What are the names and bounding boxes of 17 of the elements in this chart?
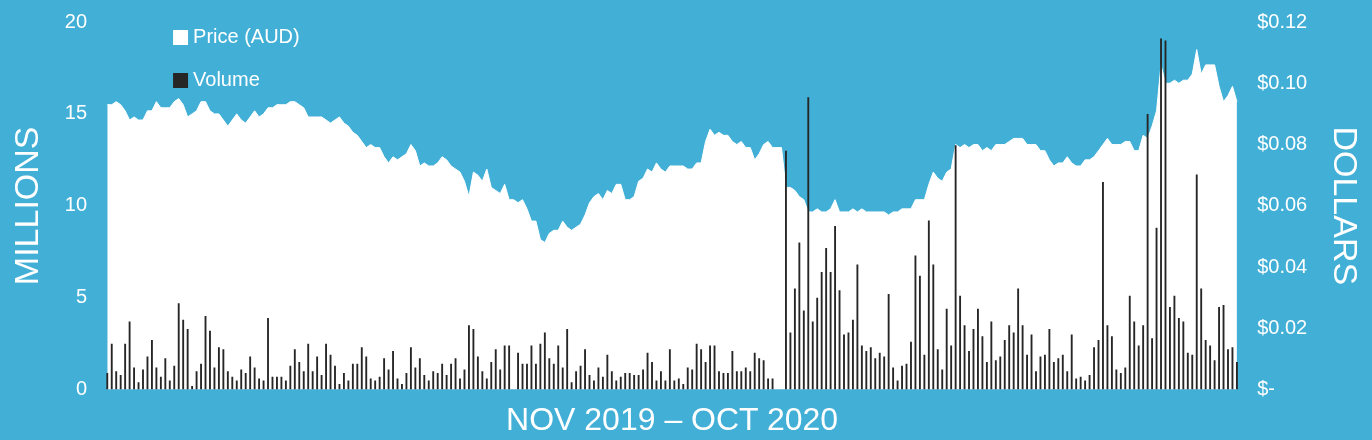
legend-label: Volume xyxy=(193,67,260,90)
y2-axis-title: DOLLARS xyxy=(1327,126,1366,286)
y-tick-label: 0 xyxy=(75,377,88,400)
y2-tick-label: $0.10 xyxy=(1257,70,1308,93)
y2-tick-label: $- xyxy=(1257,377,1275,400)
y2-tick-label: $0.04 xyxy=(1257,254,1308,277)
y2-tick-label: $0.12 xyxy=(1257,9,1308,32)
y-tick-label: 10 xyxy=(64,193,88,216)
legend-label: Price (AUD) xyxy=(193,24,300,47)
y-axis-title: MILLIONS xyxy=(6,126,45,286)
x-axis-title: NOV 2019 – OCT 2020 xyxy=(506,400,839,437)
y2-tick-label: $0.08 xyxy=(1257,132,1308,155)
y-tick-label: 5 xyxy=(75,285,88,308)
y2-tick-label: $0.06 xyxy=(1257,193,1308,216)
y2-tick-label: $0.02 xyxy=(1257,315,1308,338)
y-tick-label: 15 xyxy=(64,101,88,124)
y-tick-label: 20 xyxy=(64,9,88,32)
